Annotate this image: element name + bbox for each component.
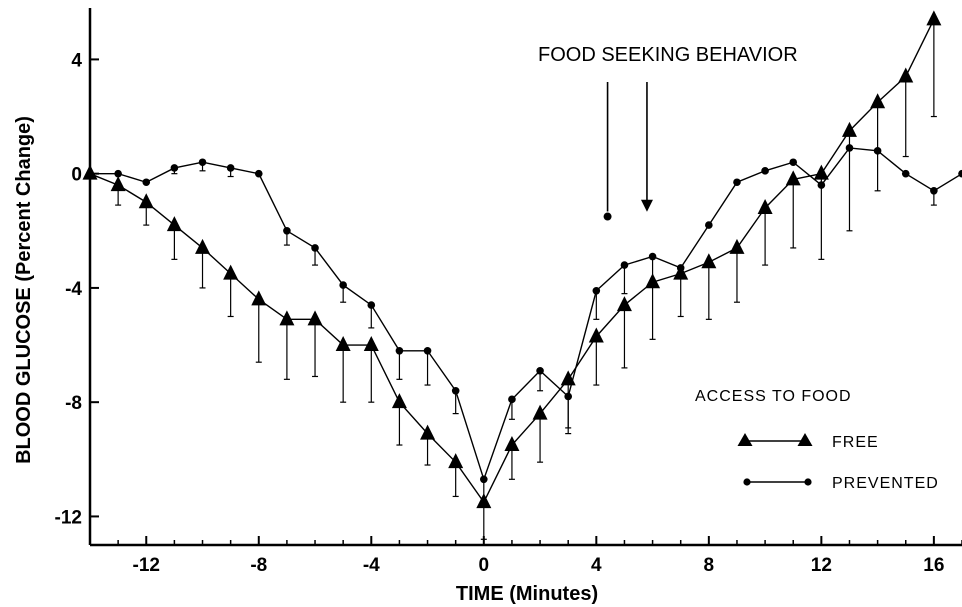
free-point xyxy=(363,336,379,352)
free-point xyxy=(448,453,464,469)
free-point xyxy=(335,336,351,352)
prevented-point xyxy=(367,301,376,309)
free-point xyxy=(616,296,632,312)
annotation-arrow-head-triangle xyxy=(640,199,653,212)
prevented-point xyxy=(170,164,179,172)
free-point xyxy=(307,310,323,326)
y-tick-label: -12 xyxy=(55,507,82,528)
food-seeking-arrows xyxy=(603,82,653,221)
food-seeking-annotation: FOOD SEEKING BEHAVIOR xyxy=(538,44,798,66)
legend-free-marker-left xyxy=(737,433,753,446)
prevented-point xyxy=(761,167,769,175)
free-point xyxy=(504,436,520,452)
y-tick-label: -8 xyxy=(65,393,82,414)
prevented-point xyxy=(592,286,601,295)
series-free xyxy=(82,10,942,540)
x-tick-label: -12 xyxy=(133,555,160,576)
plot-area xyxy=(82,10,962,540)
y-tick-label: -4 xyxy=(65,279,82,300)
prevented-point xyxy=(339,281,347,289)
free-point xyxy=(195,238,211,254)
prevented-point xyxy=(705,221,713,229)
prevented-point xyxy=(311,244,319,252)
free-point xyxy=(138,193,154,209)
prevented-point xyxy=(198,158,207,167)
free-point xyxy=(813,164,829,180)
free-point xyxy=(926,10,942,26)
prevented-point xyxy=(930,187,938,195)
prevented-point xyxy=(226,164,235,172)
legend-free-marker-right xyxy=(797,433,813,446)
y-axis-title: BLOOD GLUCOSE (Percent Change) xyxy=(13,116,35,464)
x-tick-label: -8 xyxy=(250,555,267,576)
legend-prevented-marker-right xyxy=(804,478,812,486)
x-tick-label: 8 xyxy=(704,555,715,576)
prevented-point xyxy=(845,144,854,152)
prevented-point xyxy=(873,147,882,155)
legend-title: ACCESS TO FOOD xyxy=(695,388,852,405)
prevented-point xyxy=(114,169,122,178)
legend-prevented-marker-left xyxy=(743,478,751,486)
legend-prevented-label: PREVENTED xyxy=(832,475,939,492)
free-point xyxy=(110,176,126,192)
x-tick-label: 4 xyxy=(591,555,602,576)
free-point xyxy=(870,93,886,109)
prevented-point xyxy=(142,178,151,187)
prevented-point xyxy=(733,178,741,187)
prevented-point xyxy=(423,346,432,355)
x-tick-label: -4 xyxy=(363,555,380,576)
prevented-point xyxy=(564,392,572,401)
prevented-point xyxy=(254,169,263,178)
prevented-point xyxy=(508,395,516,404)
legend-free-label: FREE xyxy=(832,434,879,451)
free-point xyxy=(166,216,182,232)
y-tick-label: 4 xyxy=(71,50,82,71)
prevented-point xyxy=(901,169,910,178)
prevented-point xyxy=(283,226,291,235)
annotation-arrow-head-circle xyxy=(603,212,612,221)
free-line xyxy=(89,19,935,504)
legend-entry-prevented: PREVENTED xyxy=(743,475,938,492)
free-point xyxy=(701,253,717,269)
free-point xyxy=(223,264,239,280)
prevented-line xyxy=(90,147,962,482)
prevented-point xyxy=(958,169,962,178)
prevented-point xyxy=(817,181,826,189)
free-point xyxy=(757,198,773,214)
free-point xyxy=(898,67,914,83)
prevented-point xyxy=(676,264,685,272)
free-point xyxy=(251,290,267,306)
series-prevented xyxy=(86,144,962,506)
free-point xyxy=(841,121,857,137)
x-tick-label: 0 xyxy=(479,555,490,576)
prevented-point xyxy=(789,158,798,167)
x-axis-title: TIME (Minutes) xyxy=(456,583,598,605)
y-tick-label: 0 xyxy=(71,165,82,186)
prevented-point xyxy=(395,346,404,355)
legend: ACCESS TO FOOD FREE PREVENTED xyxy=(695,388,938,492)
x-tick-label: 16 xyxy=(923,555,944,576)
x-tick-label: 12 xyxy=(811,555,832,576)
free-point xyxy=(673,264,689,280)
free-point xyxy=(785,170,801,186)
prevented-point xyxy=(451,386,460,395)
free-point xyxy=(391,393,407,409)
free-point xyxy=(729,238,745,254)
prevented-point xyxy=(480,475,488,484)
free-point xyxy=(279,310,295,326)
free-point xyxy=(588,327,604,343)
prevented-point xyxy=(536,366,544,375)
legend-entry-free: FREE xyxy=(737,433,879,451)
free-point xyxy=(420,424,436,440)
axes: -12 -8 -4 0 4 8 12 16 4 0 -4 -8 -12 xyxy=(55,8,962,576)
free-point xyxy=(532,404,548,420)
prevented-point xyxy=(620,261,629,269)
prevented-point xyxy=(648,252,657,261)
